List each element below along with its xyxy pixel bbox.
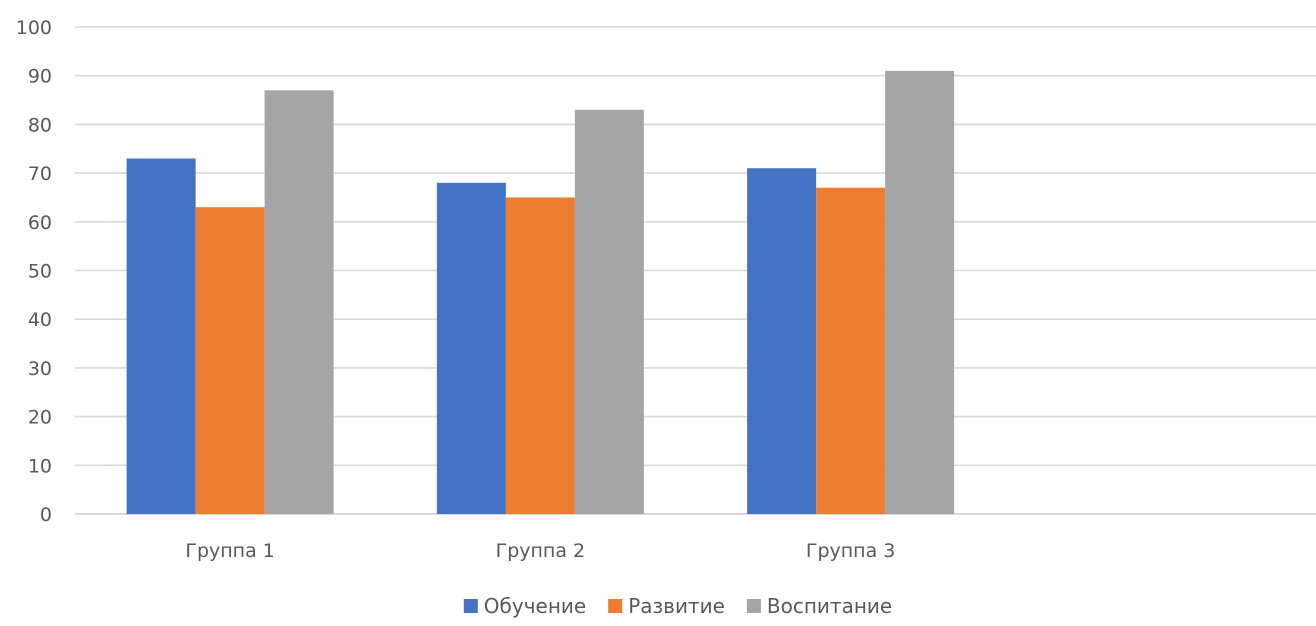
legend-item: Обучение [463,594,586,618]
y-tick-label: 60 [28,212,52,234]
legend-label: Развитие [628,594,725,618]
x-category-label: Группа 2 [496,540,586,562]
legend-label: Воспитание [767,594,892,618]
bar-Обучение-Группа-1 [126,158,196,515]
y-tick-label: 90 [28,66,52,88]
y-tick-label: 0 [40,504,52,526]
y-tick-label: 70 [28,163,52,185]
legend-swatch [463,599,478,613]
y-tick-label: 100 [16,17,52,39]
legend-item: Воспитание [746,594,892,618]
bar-Воспитание-Группа-3 [885,70,955,514]
x-category-label: Группа 1 [185,540,275,562]
y-tick-label: 30 [28,358,52,380]
bar-Воспитание-Группа-1 [264,90,334,514]
y-tick-label: 40 [28,309,52,331]
x-axis-category-labels: Группа 1 Группа 2 Группа 3 [185,540,895,562]
bar-Обучение-Группа-2 [436,182,506,514]
legend: Обучение Развитие Воспитание [463,594,892,618]
legend-swatch [746,599,761,613]
bar-Развитие-Группа-2 [505,197,575,514]
legend-item: Развитие [608,594,725,618]
bar-Обучение-Группа-3 [747,168,817,515]
legend-label: Обучение [484,594,586,618]
y-tick-label: 50 [28,261,52,283]
legend-swatch [608,599,623,613]
bar-Воспитание-Группа-2 [574,109,644,514]
y-axis-tick-labels: 0 10 20 30 40 50 60 70 80 90 100 [16,17,52,526]
bar-Развитие-Группа-3 [816,187,886,514]
y-tick-label: 20 [28,407,52,429]
y-tick-label: 10 [28,455,52,477]
bar-Развитие-Группа-1 [195,207,265,514]
y-tick-label: 80 [28,114,52,136]
bars [126,70,955,515]
x-category-label: Группа 3 [806,540,896,562]
